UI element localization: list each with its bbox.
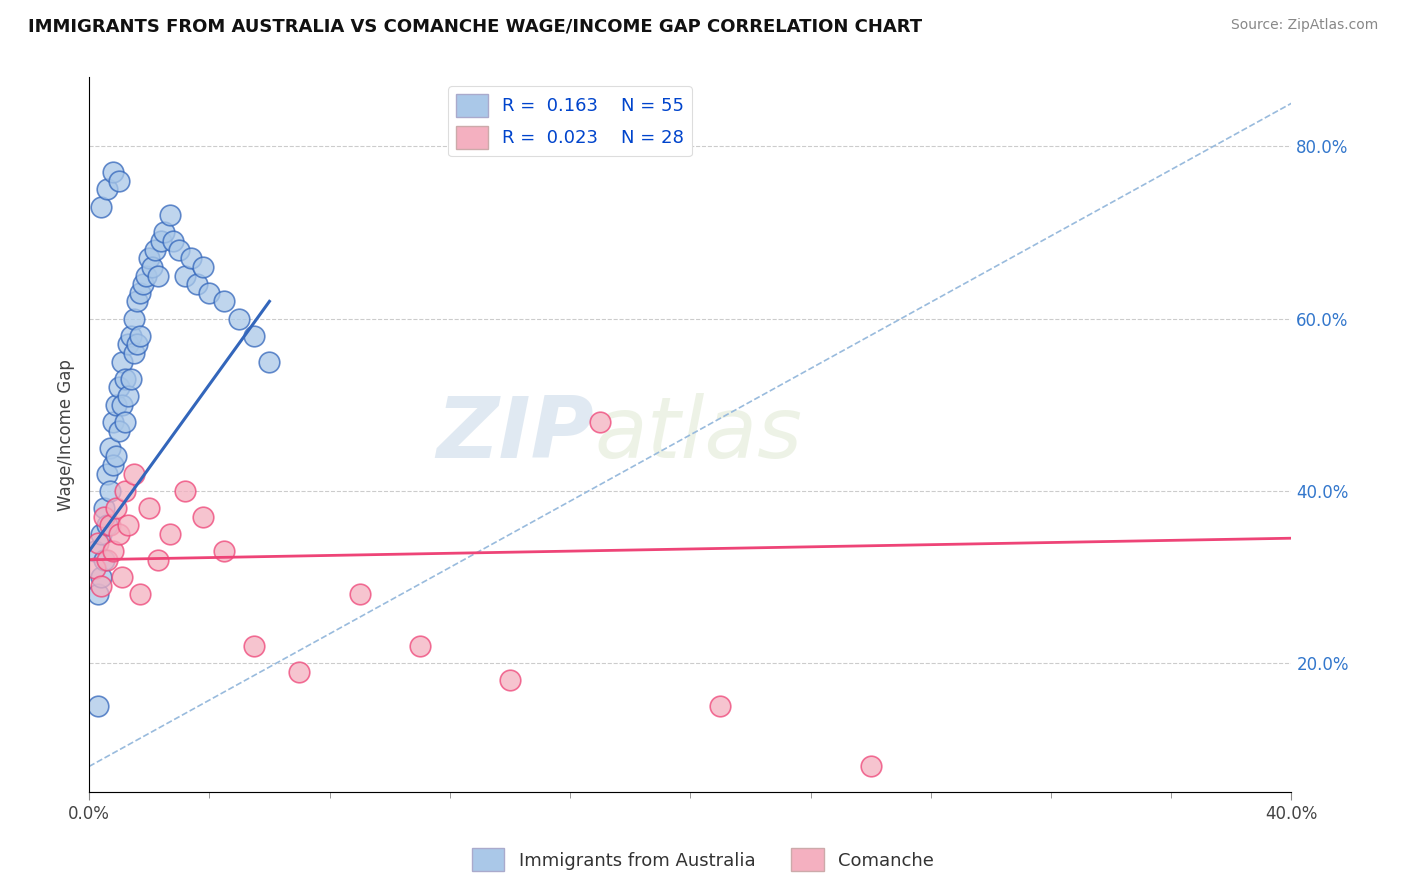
Point [214,544,236,558]
Point [180,252,202,266]
Point [150,234,173,248]
Point [288,665,311,679]
Point [122,311,145,326]
Point [859,759,882,773]
Point [193,509,215,524]
Point [129,587,152,601]
Point [122,346,145,360]
Point [198,285,221,300]
Point [153,226,176,240]
Point [101,415,124,429]
Point [114,483,136,498]
Point [90,578,112,592]
Point [90,570,112,584]
Point [87,699,110,714]
Point [93,553,115,567]
Point [108,380,131,394]
Legend: R =  0.163    N = 55, R =  0.023    N = 28: R = 0.163 N = 55, R = 0.023 N = 28 [449,87,692,156]
Point [111,570,134,584]
Point [132,277,155,292]
Point [709,699,731,714]
Point [108,527,131,541]
Point [84,561,107,575]
Point [148,268,170,283]
Point [96,182,118,196]
Point [117,337,139,351]
Point [105,450,128,464]
Point [141,260,163,274]
Text: IMMIGRANTS FROM AUSTRALIA VS COMANCHE WAGE/INCOME GAP CORRELATION CHART: IMMIGRANTS FROM AUSTRALIA VS COMANCHE WA… [28,18,922,36]
Point [93,501,115,516]
Text: Source: ZipAtlas.com: Source: ZipAtlas.com [1230,18,1378,32]
Point [98,518,121,533]
Point [138,501,160,516]
Point [129,285,152,300]
Point [349,587,371,601]
Point [122,467,145,481]
Point [120,328,142,343]
Point [127,294,149,309]
Point [117,389,139,403]
Text: ZIP: ZIP [436,393,595,476]
Point [101,544,124,558]
Point [243,328,266,343]
Point [90,527,112,541]
Point [105,501,128,516]
Point [111,398,134,412]
Point [101,458,124,472]
Point [108,174,131,188]
Point [87,587,110,601]
Point [108,424,131,438]
Point [87,535,110,549]
Point [138,252,160,266]
Point [135,268,157,283]
Point [101,165,124,179]
Point [98,441,121,455]
Point [174,268,197,283]
Point [114,415,136,429]
Point [90,200,112,214]
Text: atlas: atlas [595,393,801,476]
Point [259,354,281,368]
Point [111,354,134,368]
Point [499,673,522,688]
Y-axis label: Wage/Income Gap: Wage/Income Gap [58,359,75,511]
Point [96,553,118,567]
Point [105,398,128,412]
Point [148,553,170,567]
Point [243,639,266,653]
Point [96,467,118,481]
Point [174,483,197,498]
Point [186,277,208,292]
Point [114,372,136,386]
Legend: Immigrants from Australia, Comanche: Immigrants from Australia, Comanche [464,841,942,879]
Point [193,260,215,274]
Point [162,234,184,248]
Point [159,527,181,541]
Point [143,243,166,257]
Point [228,311,250,326]
Point [409,639,432,653]
Point [96,518,118,533]
Point [167,243,190,257]
Point [93,509,115,524]
Point [84,544,107,558]
Point [214,294,236,309]
Point [98,483,121,498]
Point [120,372,142,386]
Point [117,518,139,533]
Point [589,415,612,429]
Point [159,208,181,222]
Point [127,337,149,351]
Point [129,328,152,343]
